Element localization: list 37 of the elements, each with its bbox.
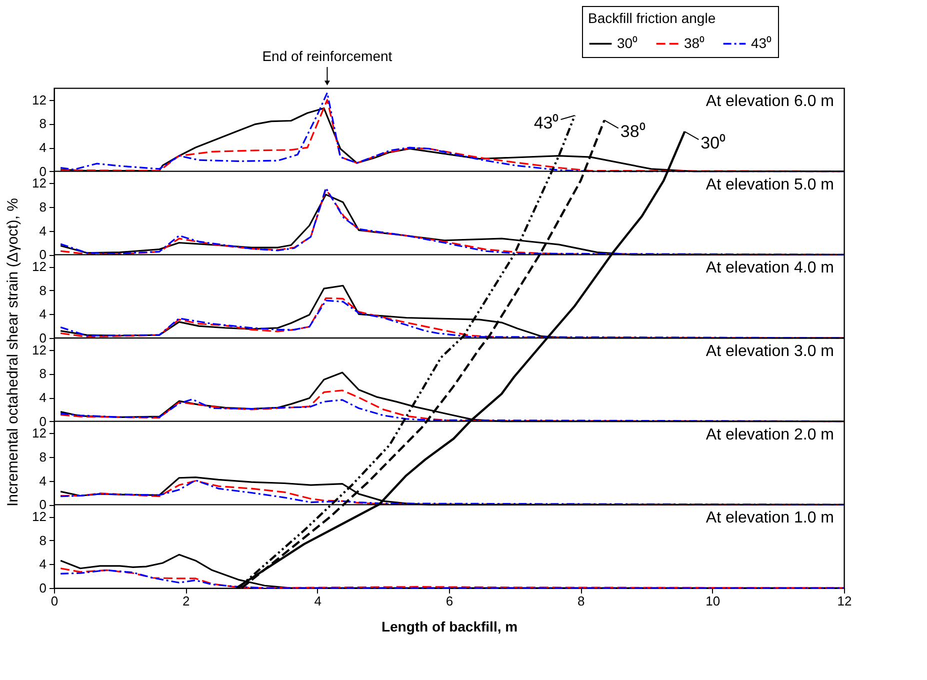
y-tick-label: 8	[39, 532, 46, 548]
y-tick-label: 4	[39, 556, 46, 572]
x-tick-label: 0	[50, 594, 58, 608]
y-tick-label: 8	[39, 200, 46, 215]
chart-title: At elevation 5.0 m	[706, 176, 834, 194]
annotation: 38⁰	[620, 122, 646, 142]
y-tick-label: 4	[39, 390, 46, 406]
y-tick-label: 0	[39, 580, 46, 596]
y-tick-label: 8	[39, 116, 46, 132]
y-tick-label: 4	[39, 140, 46, 156]
y-tick-label: 12	[32, 92, 46, 108]
chart-title: At elevation 4.0 m	[706, 260, 834, 277]
y-axis-title: Incremental octahedral shear strain (Δγoct), %	[4, 198, 22, 506]
x-tick-label: 2	[182, 594, 190, 608]
chart-title: At elevation 2.0 m	[706, 426, 834, 444]
x-tick-label: 4	[314, 594, 322, 608]
annotation: End of reinforcement	[262, 48, 392, 64]
x-tick-label: 6	[446, 594, 454, 608]
y-tick-label: 8	[39, 366, 46, 382]
x-tick-label: 10	[706, 594, 720, 608]
y-tick-label: 4	[39, 223, 46, 238]
y-tick-label: 8	[39, 282, 46, 298]
chart-title: At elevation 6.0 m	[706, 93, 834, 110]
legend-label: 38⁰	[684, 34, 705, 51]
x-tick-label: 12	[837, 594, 852, 608]
chart-title: At elevation 3.0 m	[706, 343, 834, 360]
annotation: 30⁰	[700, 134, 726, 153]
legend-label: 43⁰	[751, 34, 772, 51]
legend-label: 30⁰	[617, 34, 638, 51]
legend-title: Backfill friction angle	[588, 10, 716, 26]
y-tick-label: 4	[39, 306, 46, 322]
y-tick-label: 4	[39, 473, 46, 488]
chart-title: At elevation 1.0 m	[706, 510, 834, 527]
annotation: 43⁰	[534, 114, 559, 132]
x-tick-label: 8	[578, 594, 585, 608]
y-tick-label: 8	[39, 450, 46, 465]
x-axis-title: Length of backfill, m	[381, 618, 518, 634]
